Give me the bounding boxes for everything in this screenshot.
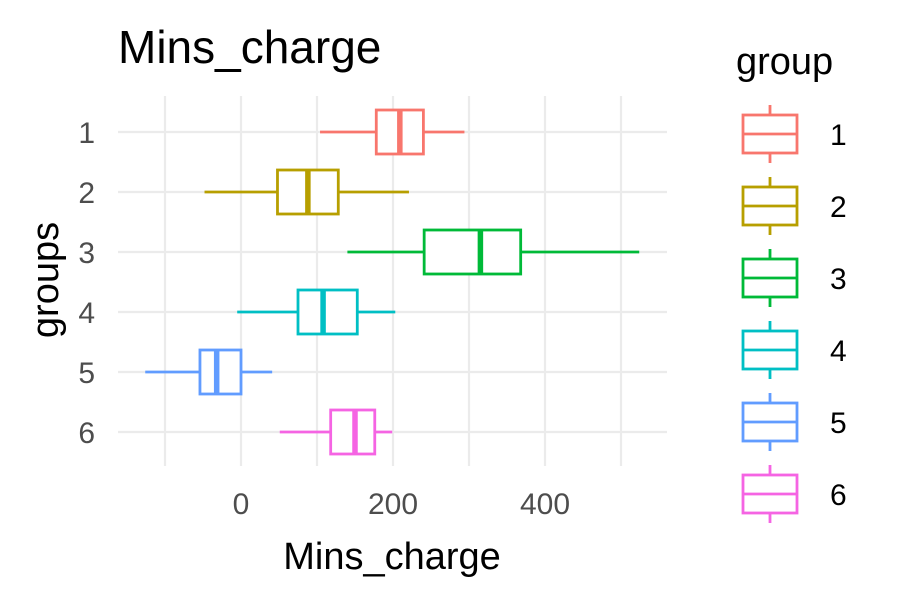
legend-label: 3 — [830, 263, 847, 296]
y-tick-label: 4 — [78, 297, 95, 330]
box — [296, 288, 359, 336]
boxplot-group-4 — [237, 288, 396, 336]
y-tick-label: 6 — [78, 417, 95, 450]
box — [198, 348, 243, 396]
x-axis-title: Mins_charge — [283, 536, 501, 578]
boxplot-group-1 — [320, 108, 465, 156]
box — [422, 228, 523, 276]
y-tick-label: 3 — [78, 237, 95, 270]
legend-item-1: 1 — [741, 105, 847, 163]
legend-label: 4 — [830, 335, 847, 368]
boxplot-group-5 — [145, 348, 273, 396]
x-tick-label: 200 — [368, 488, 418, 521]
legend-title: group — [736, 41, 833, 83]
legend-item-3: 3 — [741, 249, 847, 307]
y-tick-labels: 1 2 3 4 5 6 — [78, 117, 95, 450]
boxplot-group-2 — [204, 168, 409, 216]
boxplots — [145, 108, 640, 456]
chart-title: Mins_charge — [118, 21, 381, 73]
y-tick-label: 2 — [78, 177, 95, 210]
legend: group 1 2 3 4 5 6 — [736, 41, 847, 523]
legend-label: 5 — [830, 407, 847, 440]
legend-item-4: 4 — [741, 321, 847, 379]
boxplot-group-3 — [347, 228, 640, 276]
y-tick-label: 5 — [78, 357, 95, 390]
legend-label: 1 — [830, 119, 847, 152]
legend-label: 2 — [830, 191, 847, 224]
boxplot-group-6 — [279, 408, 393, 456]
y-tick-label: 1 — [78, 117, 95, 150]
x-tick-labels: 0 200 400 — [233, 488, 570, 521]
legend-label: 6 — [830, 479, 847, 512]
legend-item-2: 2 — [741, 177, 847, 235]
y-axis-title: groups — [25, 222, 67, 338]
x-tick-label: 0 — [233, 488, 250, 521]
x-tick-label: 400 — [520, 488, 570, 521]
legend-item-5: 5 — [741, 393, 847, 451]
legend-item-6: 6 — [741, 465, 847, 523]
